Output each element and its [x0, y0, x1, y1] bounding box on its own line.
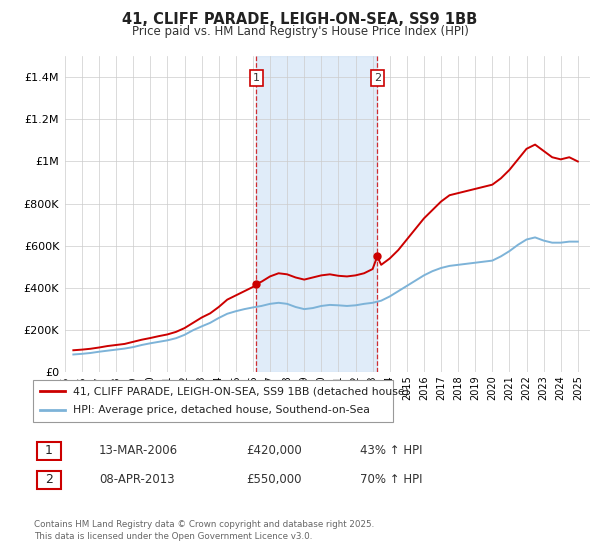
Bar [256, 56, 377, 372]
Text: 70% ↑ HPI: 70% ↑ HPI [360, 473, 422, 487]
Text: 2: 2 [44, 473, 53, 487]
FancyBboxPatch shape [37, 442, 61, 460]
FancyBboxPatch shape [37, 471, 61, 489]
Text: HPI: Average price, detached house, Southend-on-Sea: HPI: Average price, detached house, Sout… [73, 405, 370, 416]
Text: Contains HM Land Registry data © Crown copyright and database right 2025.
This d: Contains HM Land Registry data © Crown c… [34, 520, 374, 542]
FancyBboxPatch shape [33, 380, 393, 422]
Text: Price paid vs. HM Land Registry's House Price Index (HPI): Price paid vs. HM Land Registry's House … [131, 25, 469, 38]
Text: 13-MAR-2006: 13-MAR-2006 [99, 444, 178, 458]
Text: £550,000: £550,000 [246, 473, 302, 487]
Text: 2: 2 [374, 73, 381, 83]
Text: 1: 1 [44, 444, 53, 458]
Text: 41, CLIFF PARADE, LEIGH-ON-SEA, SS9 1BB: 41, CLIFF PARADE, LEIGH-ON-SEA, SS9 1BB [122, 12, 478, 27]
Text: 08-APR-2013: 08-APR-2013 [99, 473, 175, 487]
Text: 41, CLIFF PARADE, LEIGH-ON-SEA, SS9 1BB (detached house): 41, CLIFF PARADE, LEIGH-ON-SEA, SS9 1BB … [73, 386, 409, 396]
Text: 43% ↑ HPI: 43% ↑ HPI [360, 444, 422, 458]
Text: £420,000: £420,000 [246, 444, 302, 458]
Text: 1: 1 [253, 73, 260, 83]
